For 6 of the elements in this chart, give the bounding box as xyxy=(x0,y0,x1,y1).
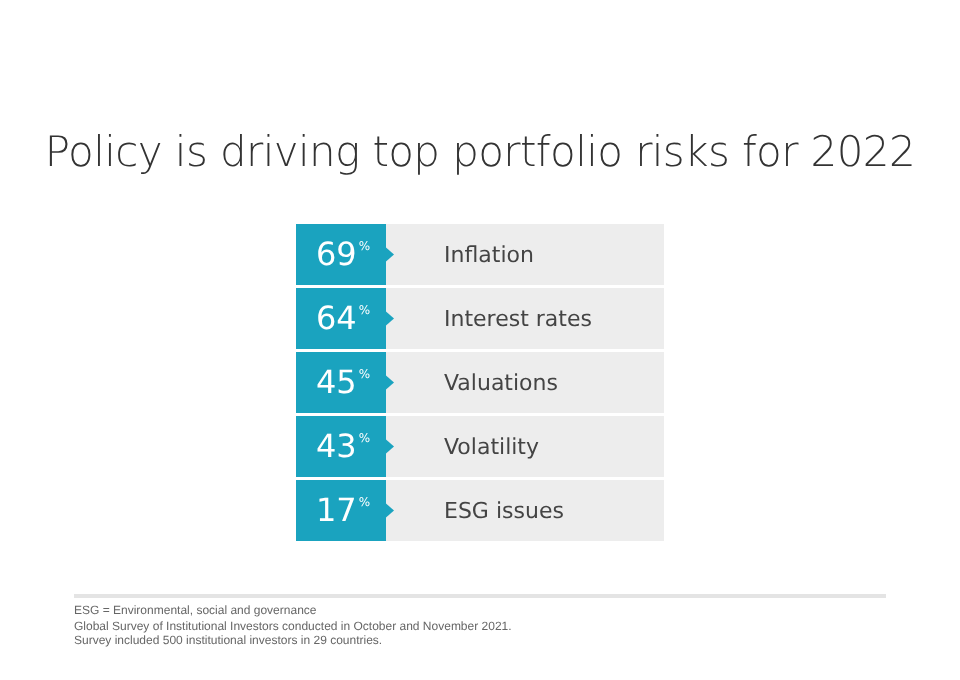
text: Policy is driving top portfolio risks for 2022 xyxy=(42,128,918,176)
category-label: Interest rates xyxy=(444,306,593,333)
category-label: ESG issues xyxy=(444,498,565,525)
category-label: Volatility xyxy=(444,434,540,461)
category-label: Valuations xyxy=(444,370,559,397)
category-label: Inflation xyxy=(444,242,534,269)
